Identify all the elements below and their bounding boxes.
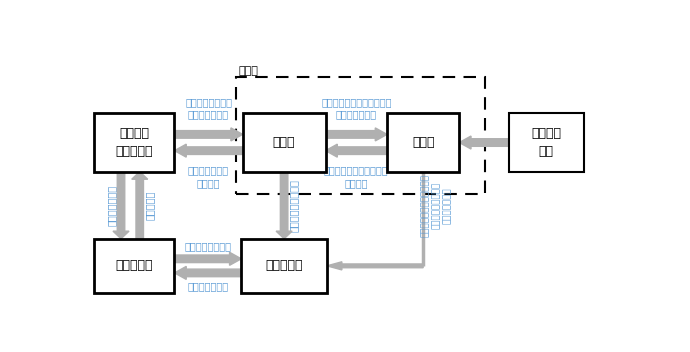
FancyArrow shape [276, 172, 292, 239]
FancyArrow shape [175, 252, 241, 265]
Bar [95, 113, 175, 172]
Text: 医療費を支払う: 医療費を支払う [106, 185, 117, 226]
Text: 杉並区: 杉並区 [273, 136, 295, 149]
Bar [243, 113, 326, 172]
Bar [236, 77, 484, 194]
Bar [509, 113, 584, 172]
Text: 医療費を支払う: 医療費を支払う [188, 281, 228, 291]
Text: 東京都: 東京都 [412, 136, 435, 149]
Text: 国からの
補助: 国からの 補助 [531, 127, 561, 158]
Text: 徴収した保険料を財源に、
納付金を納める: 徴収した保険料を財源に、 納付金を納める [321, 97, 391, 119]
FancyArrow shape [175, 266, 241, 279]
Text: 加入の届出をし、
保険料を納める: 加入の届出をし、 保険料を納める [185, 97, 232, 119]
Text: 診察をする: 診察をする [144, 190, 155, 220]
Bar [387, 113, 460, 172]
Text: 資格確認書等を
交付する: 資格確認書等を 交付する [188, 165, 229, 188]
FancyArrow shape [175, 144, 243, 157]
Text: 徴収した納付金を財源に、
国保連合会を通じて
医療費を支払う: 徴収した納付金を財源に、 国保連合会を通じて 医療費を支払う [422, 174, 452, 237]
FancyArrow shape [132, 172, 148, 239]
FancyArrow shape [460, 136, 509, 149]
Text: 被保険者
（加入者）: 被保険者 （加入者） [116, 127, 153, 158]
FancyArrow shape [327, 262, 423, 270]
FancyArrow shape [175, 128, 243, 141]
Text: 医療費を請求する: 医療費を請求する [184, 241, 231, 251]
FancyArrow shape [326, 128, 387, 141]
Text: 納付金、標準保険料率を
決定する: 納付金、標準保険料率を 決定する [324, 165, 388, 188]
Text: 保険者: 保険者 [239, 66, 259, 76]
Bar [241, 239, 327, 293]
Bar [95, 239, 175, 293]
Text: 医療機関等: 医療機関等 [116, 259, 153, 272]
FancyArrow shape [113, 172, 129, 239]
FancyArrow shape [326, 144, 387, 157]
Text: 国保連合会: 国保連合会 [266, 259, 303, 272]
Text: 審査結果を報告する: 審査結果を報告する [288, 179, 299, 232]
